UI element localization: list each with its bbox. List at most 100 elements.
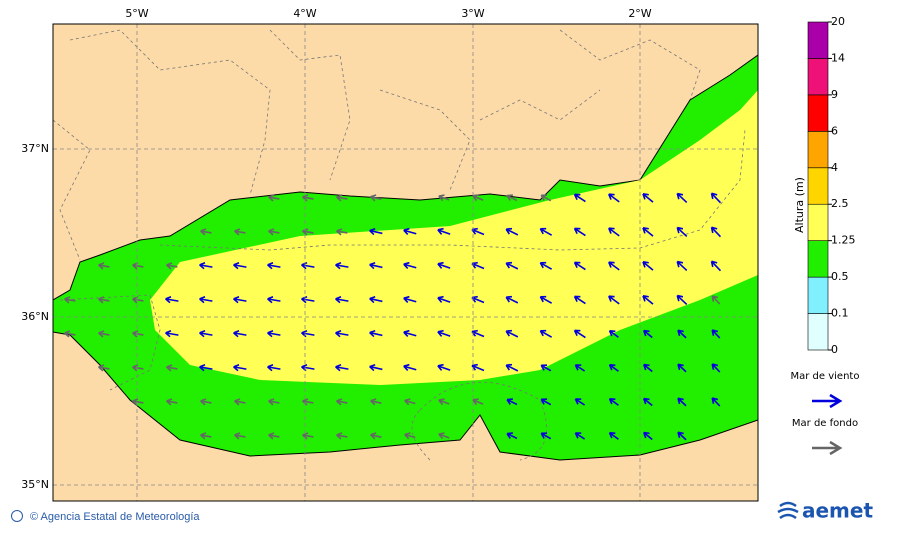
- wave-arrow: [573, 193, 586, 203]
- colorbar-label: 14: [831, 51, 845, 64]
- legend-label: Mar de fondo: [792, 418, 858, 429]
- wave-arrow: [233, 296, 247, 304]
- arrows: [64, 192, 722, 441]
- wave-arrow: [505, 329, 519, 338]
- wave-arrow: [199, 330, 213, 338]
- wave-arrow: [506, 432, 518, 440]
- wave-arrow: [676, 226, 688, 238]
- wave-arrow: [370, 398, 382, 406]
- wave-arrow: [711, 295, 721, 305]
- wave-arrow: [370, 194, 382, 202]
- colorbar-label: 2.5: [831, 197, 849, 210]
- wave-arrow: [166, 398, 178, 406]
- wave-arrow: [574, 432, 586, 440]
- wave-arrow: [710, 260, 722, 272]
- wave-arrow: [642, 193, 654, 203]
- colorbar-band: [807, 240, 829, 278]
- wave-arrow: [574, 398, 586, 406]
- wave-arrow: [132, 330, 144, 338]
- wave-arrow: [403, 363, 417, 372]
- lon-label: 3°W: [461, 7, 484, 20]
- colorbar-band: [807, 313, 829, 351]
- wave-arrow: [301, 262, 315, 270]
- wave-arrow: [506, 398, 518, 406]
- wave-arrow: [642, 227, 654, 237]
- wave-arrow: [404, 398, 416, 406]
- wave-arrow: [336, 228, 348, 236]
- wave-arrow: [437, 329, 451, 337]
- wave-arrow: [336, 432, 348, 440]
- wave-arrow: [711, 363, 721, 373]
- logo-icon: [777, 501, 799, 520]
- wave-arrow: [608, 261, 620, 271]
- wave-arrow: [711, 329, 721, 339]
- wave-arrow: [98, 296, 110, 304]
- credit: © Agencia Estatal de Meteorología: [30, 511, 200, 523]
- map-area: [53, 24, 758, 501]
- wave-arrow: [268, 432, 280, 440]
- colorbar-label: 6: [831, 124, 838, 137]
- wave-arrow: [233, 262, 247, 270]
- wave-arrow: [438, 194, 450, 202]
- legend-label: Mar de viento: [791, 371, 860, 382]
- wave-arrow: [642, 295, 654, 305]
- colorbar-title: Altura (m): [793, 177, 806, 233]
- wave-arrow: [234, 228, 246, 236]
- wave-arrow: [98, 364, 110, 372]
- wave-arrow: [200, 432, 212, 440]
- legend-arrow: [812, 440, 843, 456]
- wave-arrow: [370, 432, 382, 440]
- wave-arrow: [234, 432, 246, 440]
- wave-arrow: [472, 398, 484, 406]
- colorbar: 0 0.1 0.5 1.25 2.5 4 6 9 14 20: [807, 15, 856, 356]
- wave-arrow: [403, 329, 417, 338]
- wave-arrow: [608, 227, 620, 237]
- wave-arrow: [643, 431, 653, 441]
- wave-arrow: [437, 295, 451, 303]
- wave-arrow: [574, 364, 586, 372]
- wave-arrow: [301, 330, 315, 338]
- wave-arrow: [711, 397, 721, 407]
- wave-arrow: [608, 329, 619, 338]
- lon-label: 5°W: [125, 7, 148, 20]
- wave-arrow: [676, 260, 688, 272]
- wave-arrow: [573, 261, 586, 271]
- wave-arrow: [608, 193, 620, 203]
- colorbar-label: 20: [831, 15, 845, 28]
- wave-arrow: [540, 364, 552, 372]
- wave-arrow: [335, 262, 349, 270]
- wave-arrow: [267, 330, 281, 338]
- wave-arrow: [677, 431, 687, 441]
- wave-arrow: [677, 363, 687, 373]
- wave-arrow: [98, 262, 110, 270]
- wave-arrow: [677, 329, 687, 339]
- wave-arrow: [166, 364, 178, 372]
- wave-arrow: [539, 295, 553, 304]
- colorbar-band: [807, 58, 829, 96]
- wave-arrow: [437, 261, 451, 269]
- wave-arrow: [166, 262, 178, 270]
- wave-arrow: [369, 329, 383, 338]
- wave-arrow: [268, 194, 280, 202]
- wave-arrow: [540, 432, 552, 440]
- colorbar-band: [807, 203, 829, 241]
- wave-arrow: [539, 329, 553, 338]
- wave-arrow: [335, 330, 349, 338]
- wave-arrow: [302, 432, 314, 440]
- sea-moderate: [150, 90, 758, 385]
- legend-arrow: [812, 393, 843, 409]
- colorbar-label: 9: [831, 88, 838, 101]
- wave-arrow: [64, 330, 76, 338]
- wave-arrow: [437, 363, 451, 371]
- wave-arrow: [199, 364, 213, 372]
- wave-arrow: [608, 397, 619, 406]
- wave-arrow: [233, 330, 247, 338]
- wave-arrow: [336, 398, 348, 406]
- lon-label: 2°W: [628, 7, 651, 20]
- wave-arrow: [710, 192, 722, 204]
- wave-arrow: [335, 364, 349, 372]
- colorbar-label: 4: [831, 161, 838, 174]
- country-border: [53, 29, 701, 261]
- wave-arrow: [267, 364, 281, 372]
